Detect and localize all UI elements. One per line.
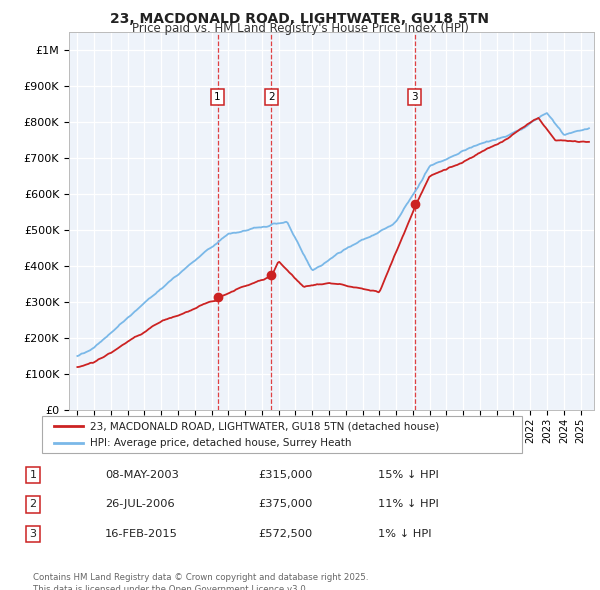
Text: 15% ↓ HPI: 15% ↓ HPI	[378, 470, 439, 480]
Text: Contains HM Land Registry data © Crown copyright and database right 2025.
This d: Contains HM Land Registry data © Crown c…	[33, 573, 368, 590]
Text: 3: 3	[412, 92, 418, 102]
Text: 08-MAY-2003: 08-MAY-2003	[105, 470, 179, 480]
Text: 2: 2	[29, 500, 37, 509]
Text: 23, MACDONALD ROAD, LIGHTWATER, GU18 5TN: 23, MACDONALD ROAD, LIGHTWATER, GU18 5TN	[110, 12, 490, 26]
Text: 16-FEB-2015: 16-FEB-2015	[105, 529, 178, 539]
Text: 1% ↓ HPI: 1% ↓ HPI	[378, 529, 431, 539]
Text: 1: 1	[29, 470, 37, 480]
Text: 11% ↓ HPI: 11% ↓ HPI	[378, 500, 439, 509]
Text: 26-JUL-2006: 26-JUL-2006	[105, 500, 175, 509]
Text: 3: 3	[29, 529, 37, 539]
Text: £315,000: £315,000	[258, 470, 313, 480]
Text: 23, MACDONALD ROAD, LIGHTWATER, GU18 5TN (detached house): 23, MACDONALD ROAD, LIGHTWATER, GU18 5TN…	[90, 421, 439, 431]
FancyBboxPatch shape	[42, 416, 522, 453]
Text: 2: 2	[268, 92, 275, 102]
Text: HPI: Average price, detached house, Surrey Heath: HPI: Average price, detached house, Surr…	[90, 438, 352, 448]
Text: Price paid vs. HM Land Registry's House Price Index (HPI): Price paid vs. HM Land Registry's House …	[131, 22, 469, 35]
Text: £572,500: £572,500	[258, 529, 312, 539]
Text: 1: 1	[214, 92, 221, 102]
Text: £375,000: £375,000	[258, 500, 313, 509]
